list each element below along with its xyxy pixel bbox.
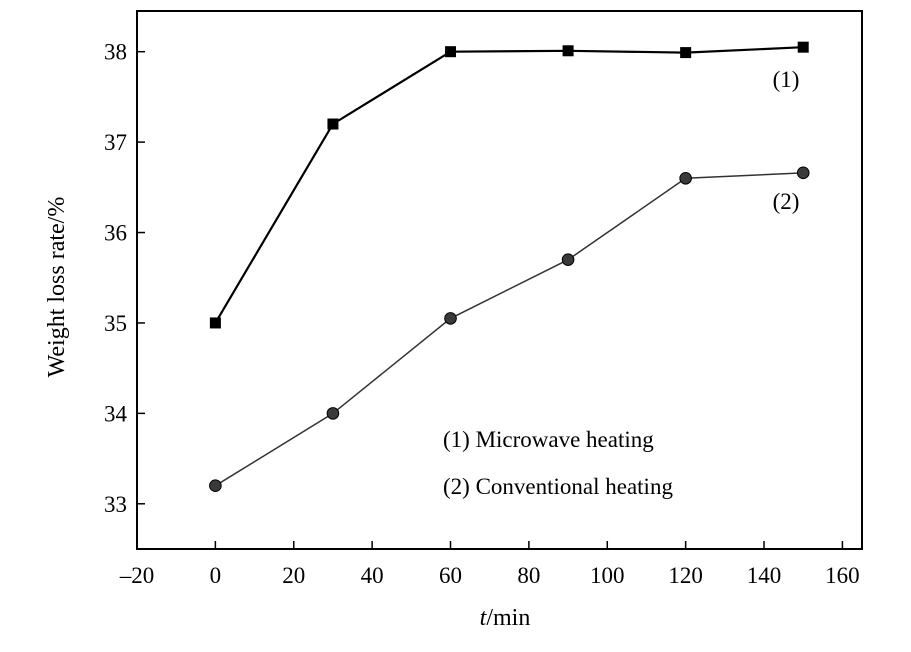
x-axis-title-unit: /min	[486, 605, 530, 631]
plot-frame	[136, 10, 863, 550]
legend-entry-microwave: (1) Microwave heating	[443, 427, 654, 452]
x-axis-ticks: –20 0 20 40 60 80 100 120 140 160	[119, 541, 860, 588]
series-tag-2: (2)	[773, 189, 800, 214]
y-tick-label: 38	[104, 40, 127, 65]
y-tick-label: 36	[104, 221, 127, 246]
x-axis-title: t/min	[480, 605, 531, 631]
x-tick-label: 120	[668, 563, 703, 588]
x-tick-label: 100	[590, 563, 625, 588]
x-tick-label: 80	[517, 563, 540, 588]
series-2-point	[444, 312, 457, 325]
x-tick-label: 60	[439, 563, 462, 588]
series-1-point	[680, 47, 692, 59]
legend-entry-conventional: (2) Conventional heating	[443, 474, 673, 499]
series-2-point	[679, 171, 692, 185]
x-tick-label: 160	[825, 563, 860, 588]
y-tick-label: 37	[104, 130, 127, 155]
y-tick-label: 35	[104, 311, 127, 336]
series-2-line	[215, 172, 804, 487]
y-tick-label: 34	[104, 401, 128, 426]
x-axis-title-variable: t	[480, 605, 488, 631]
series-1-point	[562, 45, 574, 57]
x-tick-label: –20	[119, 563, 155, 588]
series-1-line	[214, 46, 804, 324]
y-tick-label: 33	[104, 492, 127, 517]
x-tick-label: 140	[747, 563, 782, 588]
series-2-point	[796, 166, 810, 180]
y-axis-ticks: 33 34 35 36 37 38	[104, 40, 145, 517]
series-layer	[209, 41, 810, 493]
y-axis-title: Weight loss rate/%	[44, 197, 70, 378]
x-tick-label: 40	[361, 563, 384, 588]
series-1-point	[327, 118, 339, 130]
series-2-point	[326, 407, 340, 420]
x-tick-label: 20	[282, 563, 305, 588]
series-tag-1: (1)	[773, 67, 800, 92]
x-tick-label: 0	[210, 563, 222, 588]
series-1-point	[209, 317, 221, 329]
series-1-point	[797, 41, 809, 53]
series-1-point	[445, 46, 457, 58]
series-2-point	[561, 253, 575, 266]
series-2-point	[209, 479, 222, 493]
